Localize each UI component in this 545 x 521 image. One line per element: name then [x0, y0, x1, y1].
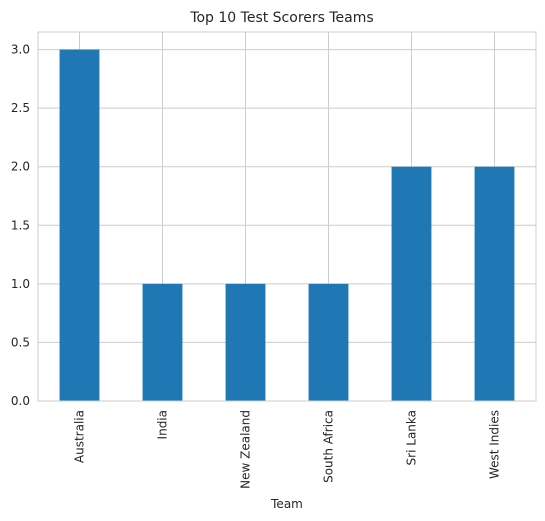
chart-title: Top 10 Test Scorers Teams	[189, 10, 373, 26]
y-axis: 0.0 0.5 1.0 1.5 2.0 2.5 3.0	[11, 43, 30, 408]
y-tick-label: 2.5	[11, 101, 30, 115]
bar-new-zealand	[225, 283, 266, 401]
x-axis: Australia India New Zealand South Africa Sri…	[73, 410, 502, 489]
y-tick-label: 1.5	[11, 218, 30, 232]
x-tick-label: Australia	[73, 410, 87, 463]
bar-australia	[59, 49, 100, 401]
y-tick-label: 2.0	[11, 160, 30, 174]
y-tick-label: 3.0	[11, 43, 30, 57]
bar-india	[142, 283, 183, 401]
y-tick-label: 0.0	[11, 394, 30, 408]
bars	[59, 49, 515, 401]
bar-west-indies	[474, 166, 515, 401]
plot-area	[37, 31, 537, 402]
y-tick-label: 0.5	[11, 335, 30, 349]
bar-sri-lanka	[391, 166, 432, 401]
bar-south-africa	[308, 283, 349, 401]
x-tick-label: India	[156, 410, 170, 439]
y-tick-label: 1.0	[11, 277, 30, 291]
grid	[38, 32, 536, 402]
x-tick-label: New Zealand	[239, 410, 253, 489]
x-tick-label: Sri Lanka	[405, 410, 419, 465]
x-axis-label: Team	[270, 497, 303, 511]
x-tick-label: South Africa	[322, 410, 336, 483]
x-tick-label: West Indies	[488, 410, 502, 479]
